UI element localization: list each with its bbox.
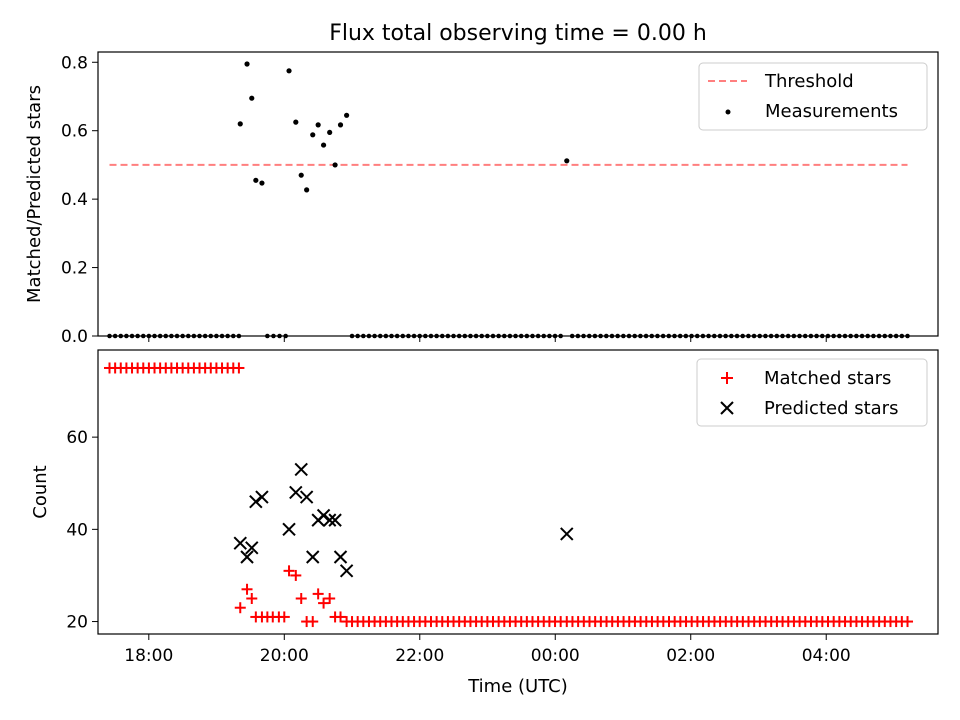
ratio-plot: 0.00.20.40.60.8 Matched/Predicted stars …: [24, 51, 939, 347]
x-tick-label: 18:00: [124, 646, 173, 666]
legend-measurements-label: Measurements: [765, 101, 898, 122]
predicted-star-point: [560, 527, 574, 541]
predicted-star-point: [328, 513, 342, 527]
predicted-star-point: [245, 541, 259, 555]
x-tick-label: 04:00: [802, 646, 851, 666]
predicted-star-point: [249, 494, 263, 509]
bottom-ylabel: Count: [30, 465, 51, 518]
matched-star-point: [324, 593, 336, 604]
predicted-star-point: [333, 550, 348, 564]
measurement-point: [237, 121, 243, 127]
measurement-point: [249, 95, 255, 101]
predicted-star-point: [233, 536, 247, 550]
measurement-point: [298, 172, 304, 178]
predicted-star-point: [240, 550, 254, 564]
y-tick-label: 0.8: [61, 53, 88, 73]
matched-star-point: [295, 593, 307, 604]
y-tick-label: 40: [66, 520, 88, 540]
measurement-point: [327, 129, 333, 136]
matched-star-point: [246, 593, 258, 604]
legend-predicted-label: Predicted stars: [764, 398, 898, 419]
predicted-star-point: [289, 485, 303, 500]
legend-matched-label: Matched stars: [764, 368, 891, 389]
measurement-point: [304, 187, 310, 193]
measurement-point: [332, 162, 338, 168]
measurement-point: [337, 122, 344, 128]
x-tick-label: 20:00: [260, 646, 309, 666]
y-tick-label: 20: [66, 613, 88, 633]
measurement-point: [310, 132, 316, 138]
y-tick-label: 0.0: [61, 327, 88, 347]
measurement-point: [259, 180, 265, 186]
matched-star-point: [318, 597, 330, 609]
predicted-star-point: [316, 508, 331, 523]
measurement-point: [244, 61, 250, 67]
measurement-point: [344, 112, 350, 118]
y-tick-label: 0.2: [61, 259, 88, 279]
matched-star-point: [233, 362, 245, 374]
measurement-point: [293, 119, 299, 125]
matched-star-point: [283, 565, 295, 577]
count-plot: 20 40 60 18:00 20:00 22:00 00:00 02:00 04:00 Cou…: [30, 349, 939, 697]
measurement-point: [315, 122, 321, 128]
y-tick-label: 60: [66, 428, 88, 448]
x-tick-label: 22:00: [395, 646, 444, 666]
matched-star-point: [307, 616, 319, 628]
predicted-star-point: [306, 550, 320, 564]
legend-threshold-label: Threshold: [764, 71, 854, 92]
matched-star-point: [234, 602, 246, 614]
predicted-star-point: [255, 490, 269, 504]
measurement-point: [286, 68, 292, 74]
y-tick-label: 0.4: [61, 190, 88, 210]
y-tick-label: 0.6: [61, 122, 88, 142]
x-tick-label: 00:00: [531, 646, 580, 666]
bottom-xlabel: Time (UTC): [467, 676, 568, 697]
top-ylabel: Matched/Predicted stars: [24, 85, 45, 303]
legend-matched-swatch: [721, 372, 733, 384]
predicted-star-point: [322, 513, 337, 527]
legend-measurements-swatch: [725, 109, 731, 115]
matched-star-point: [290, 569, 302, 581]
matched-star-point: [312, 588, 324, 600]
predicted-star-point: [294, 462, 308, 477]
matched-star-point: [902, 616, 914, 628]
x-tick-label: 02:00: [666, 646, 715, 666]
legend-predicted-swatch: [720, 401, 734, 415]
predicted-star-point: [299, 490, 314, 504]
chart-title: Flux total observing time = 0.00 h: [329, 21, 707, 46]
predicted-star-point: [282, 522, 296, 537]
matched-star-point: [278, 611, 290, 623]
predicted-star-point: [339, 564, 354, 578]
matched-star-point: [341, 616, 353, 628]
measurement-point: [253, 177, 259, 183]
measurement-point: [564, 158, 570, 164]
matched-star-point: [241, 583, 253, 595]
matched-star-point: [335, 611, 347, 623]
top-legend: Threshold Measurements: [698, 62, 928, 131]
bottom-legend: Matched stars Predicted stars: [696, 358, 928, 427]
measurement-point: [320, 142, 327, 148]
